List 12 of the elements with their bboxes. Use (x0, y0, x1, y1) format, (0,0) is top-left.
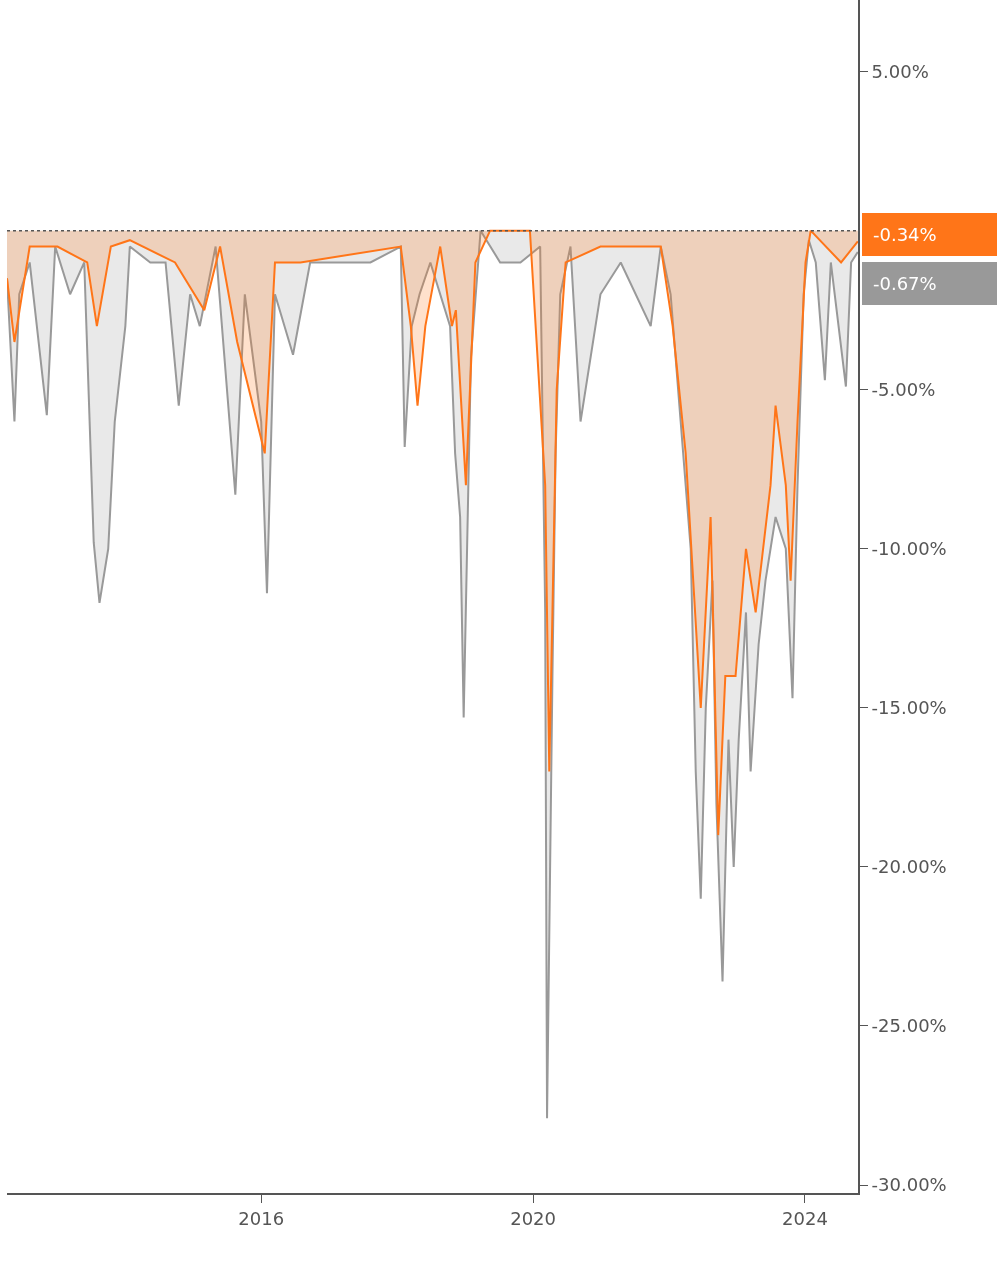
annotation: -0.67% (873, 273, 937, 294)
y-tick-label: -5.00% (871, 379, 936, 401)
y-tick-label: -25.00% (871, 1015, 947, 1037)
x-tick-label: 2016 (238, 1207, 285, 1229)
x-tick-label: 2024 (782, 1207, 828, 1229)
x-tick-label: 2020 (510, 1207, 556, 1229)
annotation: -0.34% (873, 224, 937, 245)
y-tick-label: -30.00% (871, 1174, 947, 1196)
y-tick-label: 5.00% (871, 60, 929, 82)
y-tick-label: -10.00% (871, 538, 947, 560)
y-tick-label: -20.00% (871, 856, 947, 878)
y-tick-label: -15.00% (871, 697, 947, 719)
